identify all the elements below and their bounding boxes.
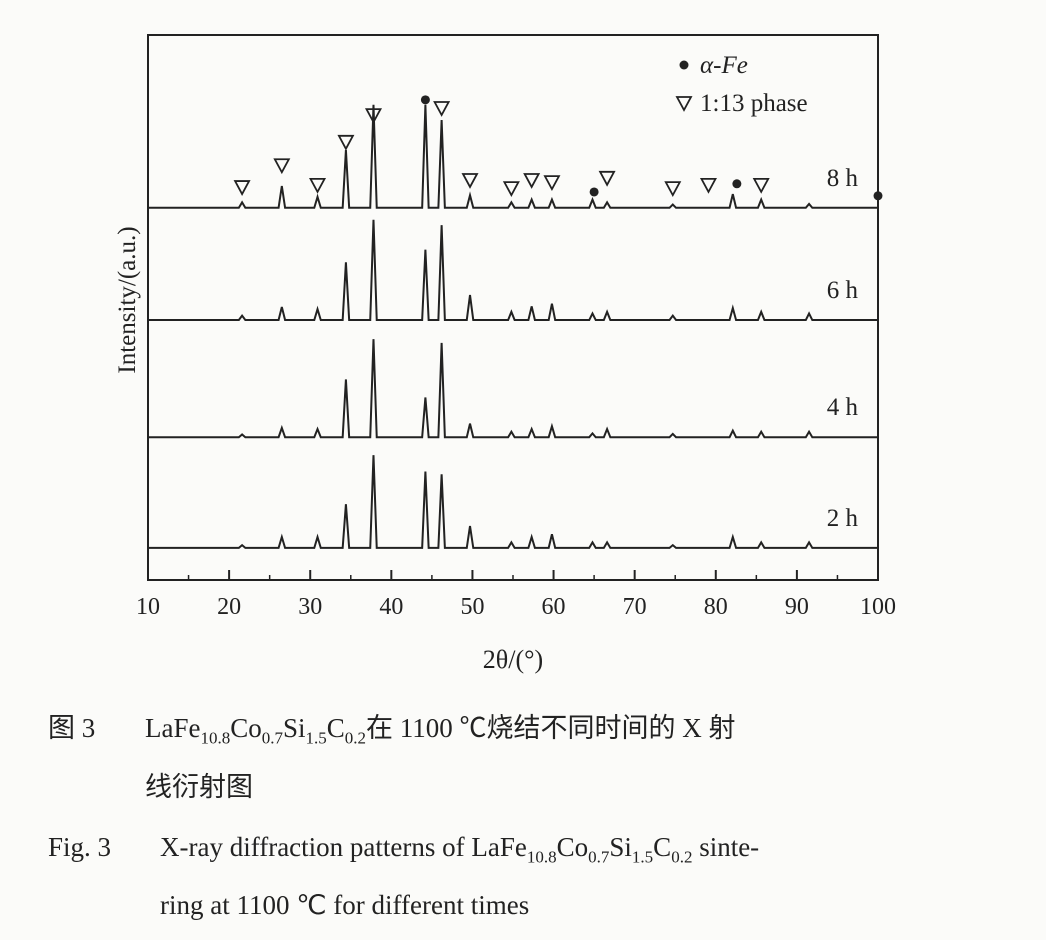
subscript: 0.2 <box>671 847 693 867</box>
x-tick-label: 60 <box>542 594 566 620</box>
phase-marker <box>523 173 541 189</box>
caption-text: 在 1100 ℃烧结不同时间的 X 射 <box>366 713 736 743</box>
caption-text: X-ray diffraction patterns of <box>160 832 465 862</box>
subscript: 0.7 <box>588 847 610 867</box>
element: Fe <box>499 832 527 862</box>
subscript: 1.5 <box>305 728 327 748</box>
x-tick-label: 30 <box>298 594 322 620</box>
phase-marker <box>543 175 561 192</box>
legend-symbol <box>679 60 689 70</box>
phase-marker <box>589 187 599 197</box>
phase-marker <box>273 158 291 175</box>
xrd-pattern <box>148 455 878 549</box>
phase-marker <box>337 134 355 151</box>
element: Co <box>556 832 589 862</box>
series-label: 2 h <box>827 505 859 532</box>
caption-cn-line2: 线衍射图 <box>145 772 253 802</box>
phase-marker <box>502 181 520 198</box>
phase-marker <box>433 101 451 117</box>
series-label: 4 h <box>827 394 859 421</box>
xrd-pattern <box>148 104 878 209</box>
element: Si <box>609 832 632 862</box>
x-axis-label: 2θ/(°) <box>483 645 543 674</box>
phase-marker <box>873 191 883 201</box>
phase-marker <box>364 108 382 125</box>
x-tick-label: 20 <box>217 594 241 620</box>
element: Si <box>283 713 306 743</box>
x-tick-label: 50 <box>460 594 484 620</box>
x-tick-label: 100 <box>860 594 896 620</box>
chart: 2θ/(°) Intensity/(a.u.) 10 20 30 40 50 60 70 80… <box>114 34 896 674</box>
caption-en-line1: X-ray diffraction patterns of LaFe10.8Co… <box>160 832 759 867</box>
subscript: 0.7 <box>261 728 283 748</box>
element: La <box>145 713 174 743</box>
caption-text: sinte- <box>699 832 760 862</box>
phase-marker <box>732 179 742 189</box>
phase-marker <box>598 170 616 187</box>
phase-marker <box>752 177 770 194</box>
legend-symbol <box>675 96 693 112</box>
xrd-pattern <box>148 219 878 322</box>
phase-marker <box>699 177 717 194</box>
caption-en-line2: ring at 1100 ℃ for different times <box>160 890 530 920</box>
phase-marker <box>309 177 327 194</box>
series-label: 6 h <box>827 277 859 304</box>
x-tick-label: 70 <box>623 594 647 620</box>
caption-cn-line1: LaFe10.8Co0.7Si1.5C0.2在 1100 ℃烧结不同时间的 X … <box>145 706 736 748</box>
element: C <box>653 832 672 862</box>
caption-en-label: Fig. 3 <box>48 832 112 862</box>
formula: LaFe10.8Co0.7Si1.5C0.2 <box>145 713 366 747</box>
element: Fe <box>173 713 201 743</box>
x-tick-label: 90 <box>785 594 809 620</box>
formula: LaFe10.8Co0.7Si1.5C0.2 <box>471 832 692 866</box>
legend-label: α-Fe <box>700 52 748 79</box>
subscript: 1.5 <box>631 847 654 867</box>
phase-marker <box>461 173 479 189</box>
element: Co <box>230 713 262 743</box>
xrd-pattern <box>148 339 878 439</box>
subscript: 10.8 <box>200 728 231 748</box>
x-tick-label: 40 <box>379 594 403 620</box>
series-label: 8 h <box>827 165 859 192</box>
caption-cn-label: 图 3 <box>48 713 96 743</box>
element: C <box>326 713 345 743</box>
y-axis-label: Intensity/(a.u.) <box>114 226 141 373</box>
x-tick-label: 10 <box>136 594 160 620</box>
element: La <box>471 832 500 862</box>
phase-marker <box>664 181 682 198</box>
phase-marker <box>420 95 430 105</box>
x-tick-label: 80 <box>704 594 728 620</box>
phase-marker <box>233 180 251 196</box>
legend-label: 1:13 phase <box>700 90 808 117</box>
subscript: 0.2 <box>344 728 367 748</box>
subscript: 10.8 <box>526 847 557 867</box>
